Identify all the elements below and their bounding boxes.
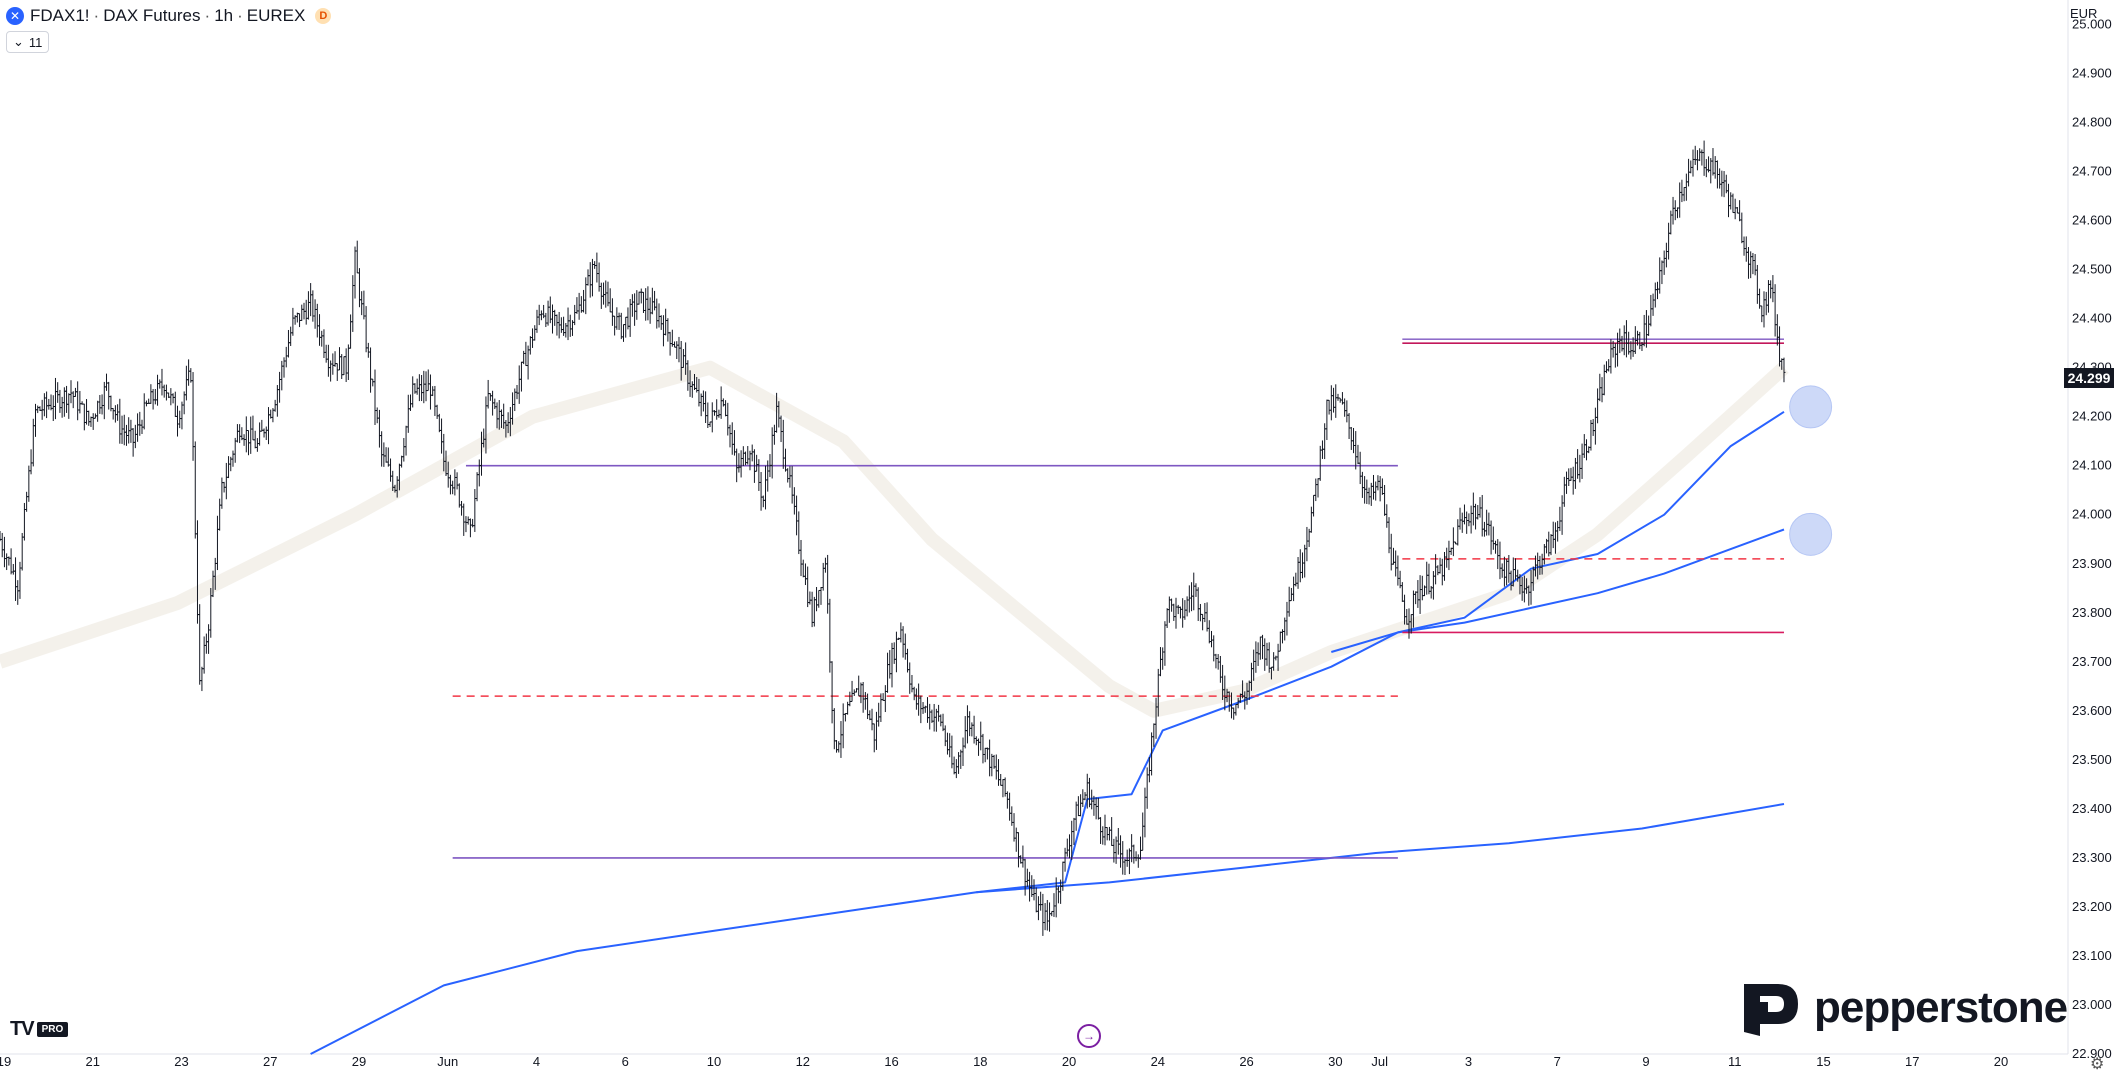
delayed-badge[interactable]: D xyxy=(315,8,332,24)
x-tick-label: 30 xyxy=(1328,1054,1342,1069)
separator: · xyxy=(204,6,211,25)
y-tick-label: 23.900 xyxy=(2072,556,2112,571)
brand-name: pepperstone xyxy=(1814,983,2068,1032)
y-tick-label: 23.000 xyxy=(2072,997,2112,1012)
y-tick-label: 23.100 xyxy=(2072,948,2112,963)
x-tick-label: 26 xyxy=(1239,1054,1253,1069)
y-tick-label: 23.300 xyxy=(2072,850,2112,865)
x-tick-label: Jul xyxy=(1371,1054,1388,1069)
x-tick-label: 27 xyxy=(263,1054,277,1069)
x-tick-label: 24 xyxy=(1151,1054,1165,1069)
y-tick-label: 24.900 xyxy=(2072,66,2112,81)
pepperstone-mark-icon xyxy=(1744,984,1798,1036)
x-tick-label: 4 xyxy=(533,1054,540,1069)
y-tick-label: 23.600 xyxy=(2072,703,2112,718)
x-tick-label: 23 xyxy=(174,1054,188,1069)
x-tick-label: 21 xyxy=(86,1054,100,1069)
x-tick-label: 10 xyxy=(707,1054,721,1069)
y-tick-label: 24.600 xyxy=(2072,213,2112,228)
x-tick-label: 16 xyxy=(884,1054,898,1069)
x-tick-label: 12 xyxy=(796,1054,810,1069)
x-tick-label: 11 xyxy=(1728,1054,1742,1069)
x-tick-label: 6 xyxy=(622,1054,629,1069)
gear-icon[interactable]: ⚙ xyxy=(2090,1056,2105,1073)
last-price-label: 24.299 xyxy=(2064,368,2114,388)
y-tick-label: 24.800 xyxy=(2072,115,2112,130)
symbol-name[interactable]: FDAX1! xyxy=(30,6,90,25)
x-tick-label: 29 xyxy=(352,1054,366,1069)
indicator-count: 11 xyxy=(28,34,43,50)
x-tick-label: Jun xyxy=(437,1054,458,1069)
x-tick-label: 15 xyxy=(1816,1054,1830,1069)
y-tick-label: 23.700 xyxy=(2072,654,2112,669)
target-marker-1 xyxy=(1789,512,1833,556)
separator: · xyxy=(93,6,100,25)
exchange-label: EUREX xyxy=(246,6,306,25)
x-tick-label: 20 xyxy=(1994,1054,2008,1069)
x-tick-label: 18 xyxy=(973,1054,987,1069)
separator: · xyxy=(237,6,243,25)
go-to-realtime-icon[interactable]: → xyxy=(1077,1024,1101,1048)
brand-logo: pepperstone xyxy=(1738,976,2068,1040)
x-tick-label: 19 xyxy=(0,1054,11,1069)
y-tick-label: 24.400 xyxy=(2072,311,2112,326)
tradingview-logo[interactable]: TV PRO xyxy=(10,1018,69,1041)
platform-logo: TV xyxy=(10,1018,35,1040)
x-tick-label: 17 xyxy=(1905,1054,1919,1069)
y-tick-label: 23.200 xyxy=(2072,899,2112,914)
y-tick-label: 24.700 xyxy=(2072,164,2112,179)
x-tick-label: 20 xyxy=(1062,1054,1076,1069)
chevron-down-icon: ⌄ xyxy=(13,34,24,49)
target-marker-0 xyxy=(1789,385,1833,429)
y-tick-label: 24.100 xyxy=(2072,458,2112,473)
y-tick-label: 24.000 xyxy=(2072,507,2112,522)
x-tick-label: 9 xyxy=(1642,1054,1649,1069)
interval-label[interactable]: 1h xyxy=(214,6,234,25)
y-tick-label: 23.800 xyxy=(2072,605,2112,620)
indicators-toggle[interactable]: ⌄ 11 xyxy=(6,31,50,53)
x-tick-label: 3 xyxy=(1465,1054,1472,1069)
platform-tier: PRO xyxy=(36,1022,69,1037)
y-tick-label: 22.900 xyxy=(2072,1046,2112,1061)
series-line-0 xyxy=(0,360,1789,718)
currency-label[interactable]: EUR xyxy=(2070,6,2098,21)
y-tick-label: 23.400 xyxy=(2072,801,2112,816)
y-tick-label: 25.000 xyxy=(2072,17,2112,32)
y-tick-label: 24.500 xyxy=(2072,262,2112,277)
symbol-description: DAX Futures xyxy=(103,6,201,25)
y-tick-label: 23.500 xyxy=(2072,752,2112,767)
symbol-header[interactable]: ✕ FDAX1! · DAX Futures · 1h · EUREX D xyxy=(6,4,332,28)
series-line-3 xyxy=(310,803,1785,1055)
series-line-1 xyxy=(976,410,1785,894)
y-tick-label: 24.200 xyxy=(2072,409,2112,424)
exchange-icon: ✕ xyxy=(6,7,24,25)
x-tick-label: 7 xyxy=(1554,1054,1561,1069)
